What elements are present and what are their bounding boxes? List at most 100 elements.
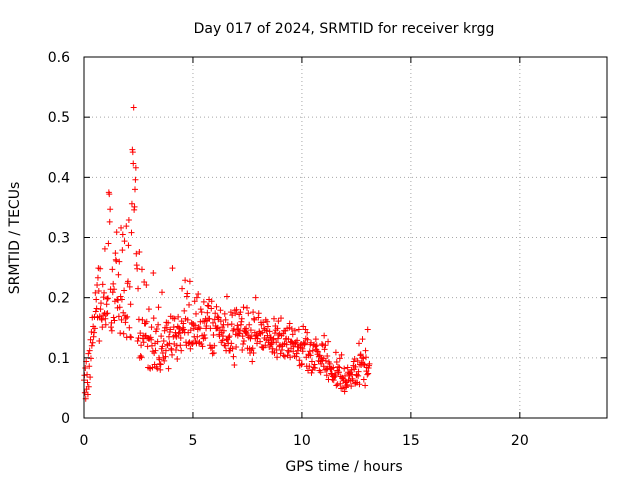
data-point bbox=[108, 327, 115, 334]
data-point bbox=[124, 313, 131, 320]
data-point bbox=[310, 364, 317, 371]
data-point bbox=[220, 327, 227, 334]
data-point bbox=[226, 333, 233, 340]
data-point bbox=[97, 306, 104, 313]
data-point bbox=[330, 364, 337, 371]
data-point bbox=[175, 313, 182, 320]
data-point bbox=[336, 364, 343, 371]
data-point bbox=[194, 333, 201, 340]
data-point bbox=[309, 347, 316, 354]
data-point bbox=[177, 334, 184, 341]
data-point bbox=[237, 309, 244, 316]
data-point bbox=[154, 365, 161, 372]
data-point bbox=[137, 330, 144, 337]
data-point bbox=[204, 302, 211, 309]
data-point bbox=[229, 345, 236, 352]
data-point bbox=[165, 365, 172, 372]
data-point bbox=[169, 351, 176, 358]
data-point bbox=[104, 295, 111, 302]
data-point bbox=[157, 361, 164, 368]
data-point bbox=[210, 331, 217, 338]
x-tick-label: 20 bbox=[511, 433, 529, 449]
data-point bbox=[157, 366, 164, 373]
data-point bbox=[109, 289, 116, 296]
data-point bbox=[180, 320, 187, 327]
data-point bbox=[203, 322, 210, 329]
data-point bbox=[89, 339, 96, 346]
data-point bbox=[221, 342, 228, 349]
data-point bbox=[213, 325, 220, 332]
data-point bbox=[299, 348, 306, 355]
data-point bbox=[206, 315, 213, 322]
data-point bbox=[84, 379, 91, 386]
y-tick-label: 0.2 bbox=[48, 291, 70, 307]
data-point bbox=[334, 381, 341, 388]
data-point bbox=[132, 164, 139, 171]
data-point bbox=[179, 285, 186, 292]
data-point bbox=[137, 353, 144, 360]
data-point bbox=[159, 289, 166, 296]
data-point bbox=[228, 321, 235, 328]
data-point bbox=[165, 319, 172, 326]
data-point bbox=[132, 176, 139, 183]
data-point bbox=[287, 354, 294, 361]
data-point bbox=[322, 366, 329, 373]
data-point bbox=[128, 200, 135, 207]
data-point bbox=[361, 361, 368, 368]
data-point bbox=[181, 307, 188, 314]
data-point bbox=[285, 348, 292, 355]
data-point bbox=[286, 320, 293, 327]
data-point bbox=[271, 350, 278, 357]
data-point bbox=[338, 351, 345, 358]
data-point bbox=[264, 323, 271, 330]
data-point bbox=[86, 347, 93, 354]
data-point bbox=[273, 347, 280, 354]
data-point bbox=[249, 358, 256, 365]
y-tick-label: 0.6 bbox=[48, 50, 70, 66]
data-point bbox=[298, 340, 305, 347]
data-point bbox=[99, 324, 106, 331]
data-point bbox=[93, 305, 100, 312]
data-point bbox=[128, 334, 135, 341]
data-point bbox=[172, 347, 179, 354]
data-point bbox=[117, 293, 124, 300]
data-point bbox=[134, 265, 141, 272]
data-point bbox=[362, 382, 369, 389]
data-point bbox=[173, 342, 180, 349]
data-point bbox=[103, 301, 110, 308]
data-point bbox=[275, 318, 282, 325]
data-point bbox=[196, 325, 203, 332]
data-point bbox=[154, 338, 161, 345]
data-point bbox=[323, 372, 330, 379]
data-point bbox=[208, 298, 215, 305]
data-point bbox=[324, 353, 331, 360]
data-point bbox=[169, 265, 176, 272]
data-point bbox=[119, 231, 126, 238]
x-tick-label: 15 bbox=[402, 433, 420, 449]
data-point bbox=[268, 339, 275, 346]
data-point bbox=[134, 337, 141, 344]
data-point bbox=[138, 354, 145, 361]
data-point bbox=[138, 266, 145, 273]
data-point bbox=[362, 347, 369, 354]
data-point bbox=[353, 371, 360, 378]
data-point bbox=[356, 340, 363, 347]
chart-title: Day 017 of 2024, SRMTID for receiver krg… bbox=[194, 21, 495, 37]
data-point bbox=[249, 345, 256, 352]
data-point bbox=[271, 330, 278, 337]
data-point bbox=[222, 316, 229, 323]
data-point bbox=[193, 294, 200, 301]
data-point bbox=[312, 336, 319, 343]
data-point bbox=[133, 250, 140, 257]
data-point bbox=[121, 287, 128, 294]
data-point bbox=[192, 322, 199, 329]
data-point bbox=[274, 354, 281, 361]
data-point bbox=[293, 350, 300, 357]
data-point bbox=[126, 283, 133, 290]
data-point bbox=[135, 285, 142, 292]
data-point bbox=[198, 309, 205, 316]
data-point bbox=[177, 342, 184, 349]
data-point bbox=[274, 325, 281, 332]
data-point bbox=[240, 340, 247, 347]
